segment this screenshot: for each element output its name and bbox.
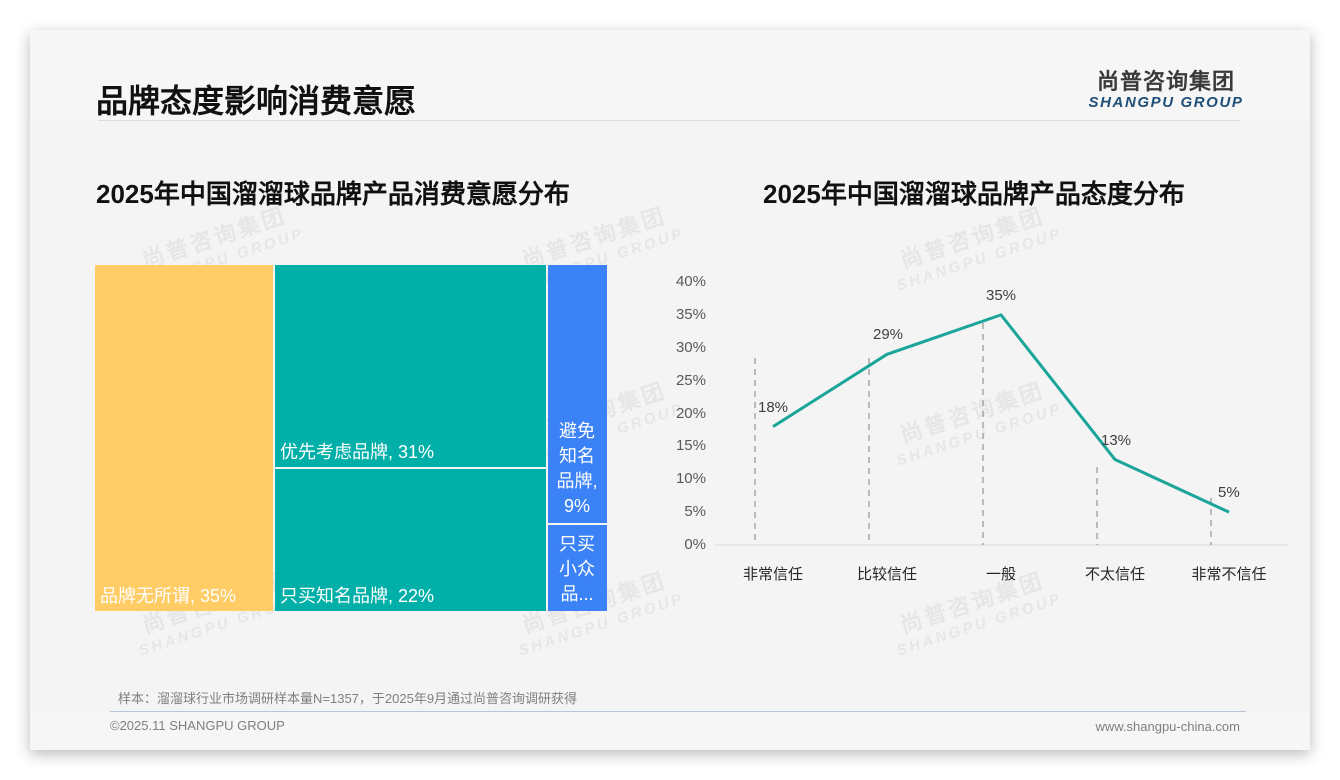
- y-axis-tick: 15%: [675, 437, 706, 455]
- copyright-text: ©2025.11 SHANGPU GROUP: [110, 718, 285, 733]
- tile-label: 只买小众品...: [559, 534, 595, 604]
- y-axis-tick: 40%: [675, 273, 706, 290]
- tile-label: 只买知名品牌, 22%: [280, 586, 435, 606]
- y-axis-tick: 10%: [675, 470, 706, 488]
- data-label: 18%: [758, 398, 789, 416]
- slide-card: 尚普咨询集团 SHANGPU GROUP 尚普咨询集团 SHANGPU GROUP …: [30, 30, 1310, 750]
- y-axis-tick: 0%: [684, 536, 706, 553]
- logo-en-text: SHANGPU GROUP: [1088, 94, 1244, 111]
- data-label: 5%: [1218, 484, 1240, 502]
- data-label: 13%: [1101, 431, 1132, 449]
- treemap-title: 2025年中国溜溜球品牌产品消费意愿分布: [96, 179, 570, 209]
- tile-label: 避免知名品牌, 9%: [556, 421, 598, 516]
- treemap-tile-only-famous-brand[interactable]: 只买知名品牌, 22%: [275, 469, 546, 611]
- line-chart-title: 2025年中国溜溜球品牌产品态度分布: [763, 179, 1185, 209]
- sample-note: 样本：溜溜球行业市场调研样本量N=1357，于2025年9月通过尚普咨询调研获得: [118, 691, 578, 706]
- page-title: 品牌态度影响消费意愿: [96, 83, 417, 119]
- tile-label: 品牌无所谓, 35%: [100, 586, 237, 606]
- treemap-tile-prefer-brand[interactable]: 优先考虑品牌, 31%: [275, 265, 546, 467]
- title-divider: [98, 120, 1240, 121]
- y-axis-tick: 20%: [675, 404, 706, 422]
- line-chart-plot: [715, 313, 1288, 546]
- treemap-tile-avoid-famous-brand[interactable]: 避免知名品牌, 9%: [548, 265, 607, 523]
- footer-band: [30, 712, 1310, 750]
- x-axis-tick: 非常信任: [742, 566, 803, 583]
- treemap-chart: 品牌无所谓, 35% 优先考虑品牌, 31% 只买知名品牌, 22% 避免知名品…: [95, 265, 607, 611]
- footer-divider: [110, 711, 1246, 712]
- y-axis-tick: 30%: [675, 338, 706, 356]
- line-chart: 0% 5% 10% 15% 20% 25% 30% 35% 40% 非常信任 比较信任 一般 不太信任 非…: [660, 260, 1300, 600]
- treemap-tile-brand-indifferent[interactable]: 品牌无所谓, 35%: [95, 265, 273, 611]
- treemap-tile-only-niche-brand[interactable]: 只买小众品...: [548, 525, 607, 611]
- x-axis-tick: 非常不信任: [1191, 566, 1267, 583]
- header-band: [30, 30, 1310, 120]
- data-line[interactable]: [772, 313, 1230, 514]
- y-axis-tick: 35%: [675, 305, 706, 323]
- logo-cn-text: 尚普咨询集团: [1096, 69, 1235, 94]
- x-axis-tick: 比较信任: [856, 566, 917, 583]
- tile-label: 优先考虑品牌, 31%: [280, 442, 435, 462]
- x-axis-tick: 一般: [985, 566, 1016, 583]
- website-link[interactable]: www.shangpu-china.com: [1095, 719, 1240, 734]
- data-label: 35%: [986, 286, 1017, 304]
- x-axis-tick: 不太信任: [1084, 566, 1145, 583]
- data-label: 29%: [873, 326, 904, 344]
- y-axis-tick: 5%: [684, 503, 706, 521]
- company-logo: 尚普咨询集团 SHANGPU GROUP: [1086, 64, 1246, 111]
- y-axis-tick: 25%: [675, 371, 706, 389]
